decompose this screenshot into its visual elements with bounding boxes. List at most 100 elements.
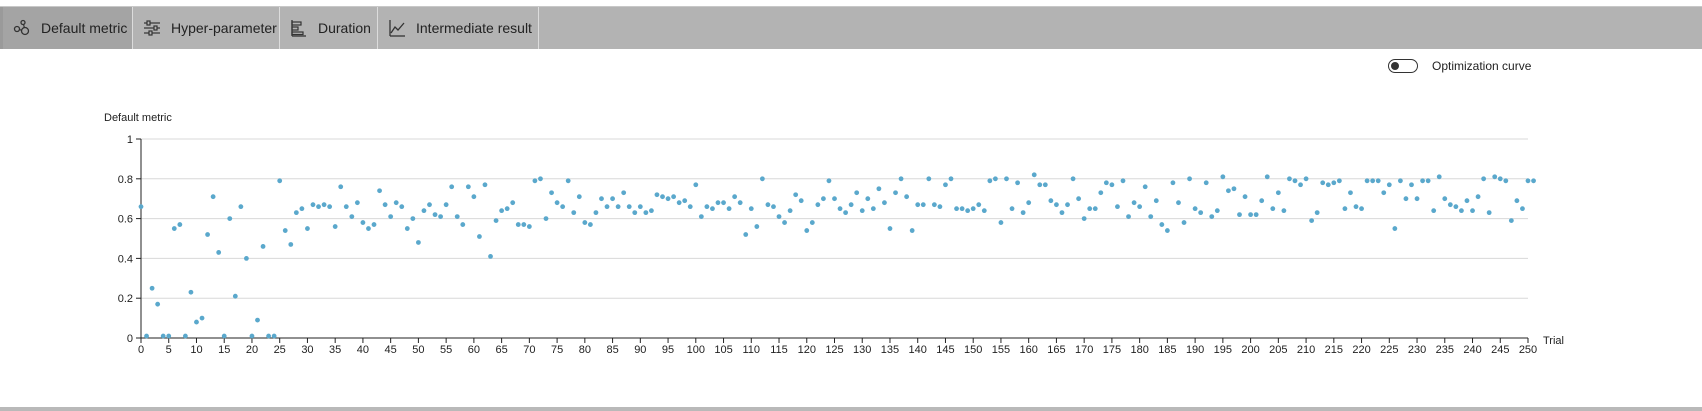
optimization-curve-toggle[interactable] bbox=[1388, 59, 1418, 73]
data-point[interactable] bbox=[227, 216, 233, 221]
data-point[interactable] bbox=[687, 204, 693, 210]
data-point[interactable] bbox=[421, 208, 427, 214]
data-point[interactable] bbox=[316, 204, 321, 210]
data-point[interactable] bbox=[388, 214, 394, 220]
data-point[interactable] bbox=[1497, 176, 1503, 182]
data-point[interactable] bbox=[1453, 204, 1459, 210]
data-point[interactable] bbox=[1525, 178, 1531, 184]
data-point[interactable] bbox=[632, 210, 638, 216]
data-point[interactable] bbox=[1520, 206, 1525, 212]
data-point[interactable] bbox=[915, 202, 921, 208]
data-point[interactable] bbox=[904, 194, 910, 200]
data-point[interactable] bbox=[382, 202, 388, 208]
data-point[interactable] bbox=[1226, 188, 1231, 194]
data-point[interactable] bbox=[1475, 194, 1481, 200]
data-point[interactable] bbox=[576, 194, 582, 200]
data-point[interactable] bbox=[538, 176, 543, 182]
data-point[interactable] bbox=[1364, 178, 1370, 184]
data-point[interactable] bbox=[1298, 182, 1303, 188]
data-point[interactable] bbox=[1103, 180, 1109, 186]
data-point[interactable] bbox=[1042, 182, 1048, 188]
data-point[interactable] bbox=[1092, 206, 1098, 212]
data-point[interactable] bbox=[565, 178, 571, 184]
data-point[interactable] bbox=[199, 315, 205, 321]
data-point[interactable] bbox=[698, 214, 704, 220]
data-point[interactable] bbox=[626, 204, 632, 210]
data-point[interactable] bbox=[615, 204, 621, 210]
data-point[interactable] bbox=[1153, 198, 1159, 204]
data-point[interactable] bbox=[859, 208, 865, 214]
data-point[interactable] bbox=[504, 206, 510, 212]
data-point[interactable] bbox=[1353, 204, 1359, 210]
data-point[interactable] bbox=[1314, 210, 1320, 216]
data-point[interactable] bbox=[1214, 208, 1220, 214]
data-point[interactable] bbox=[743, 232, 749, 237]
data-point[interactable] bbox=[1431, 208, 1437, 214]
data-point[interactable] bbox=[1231, 186, 1237, 192]
data-point[interactable] bbox=[909, 228, 915, 233]
data-point[interactable] bbox=[1481, 176, 1487, 182]
data-point[interactable] bbox=[354, 200, 360, 206]
data-point[interactable] bbox=[931, 202, 937, 208]
data-point[interactable] bbox=[1115, 204, 1120, 210]
data-point[interactable] bbox=[1176, 200, 1181, 206]
data-point[interactable] bbox=[288, 242, 294, 247]
data-point[interactable] bbox=[1436, 174, 1442, 180]
data-point[interactable] bbox=[1076, 196, 1082, 202]
data-point[interactable] bbox=[1026, 200, 1032, 206]
data-point[interactable] bbox=[771, 204, 776, 210]
data-point[interactable] bbox=[1386, 182, 1392, 188]
data-point[interactable] bbox=[443, 202, 449, 208]
data-point[interactable] bbox=[371, 222, 377, 227]
data-point[interactable] bbox=[182, 333, 188, 339]
data-point[interactable] bbox=[1459, 208, 1464, 214]
data-point[interactable] bbox=[1159, 222, 1165, 227]
data-point[interactable] bbox=[998, 220, 1004, 225]
data-point[interactable] bbox=[1287, 176, 1292, 182]
data-point[interactable] bbox=[1270, 206, 1276, 212]
data-point[interactable] bbox=[404, 226, 410, 231]
data-point[interactable] bbox=[782, 220, 787, 225]
data-point[interactable] bbox=[216, 250, 222, 255]
data-point[interactable] bbox=[654, 192, 660, 198]
data-point[interactable] bbox=[865, 196, 871, 202]
data-point[interactable] bbox=[643, 210, 649, 216]
data-point[interactable] bbox=[1403, 196, 1409, 202]
data-point[interactable] bbox=[1192, 206, 1198, 212]
data-point[interactable] bbox=[1336, 178, 1342, 184]
data-point[interactable] bbox=[1375, 178, 1381, 184]
data-point[interactable] bbox=[882, 200, 887, 206]
data-point[interactable] bbox=[155, 301, 161, 307]
data-point[interactable] bbox=[1148, 214, 1154, 220]
data-point[interactable] bbox=[493, 218, 499, 223]
data-point[interactable] bbox=[920, 202, 926, 208]
data-point[interactable] bbox=[1464, 198, 1470, 204]
data-point[interactable] bbox=[1397, 178, 1403, 184]
data-point[interactable] bbox=[1470, 208, 1475, 214]
data-point[interactable] bbox=[1259, 198, 1265, 204]
data-point[interactable] bbox=[160, 333, 166, 339]
data-point[interactable] bbox=[271, 333, 277, 339]
data-point[interactable] bbox=[416, 240, 421, 245]
data-point[interactable] bbox=[377, 188, 382, 194]
data-point[interactable] bbox=[587, 222, 593, 227]
data-point[interactable] bbox=[549, 190, 554, 196]
data-point[interactable] bbox=[515, 222, 521, 227]
data-point[interactable] bbox=[1275, 190, 1281, 196]
data-point[interactable] bbox=[499, 208, 505, 214]
data-point[interactable] bbox=[366, 226, 371, 231]
data-point[interactable] bbox=[244, 256, 249, 261]
data-point[interactable] bbox=[510, 200, 516, 206]
data-point[interactable] bbox=[893, 190, 898, 196]
data-point[interactable] bbox=[1264, 174, 1270, 180]
data-point[interactable] bbox=[1137, 204, 1143, 210]
data-point[interactable] bbox=[1031, 172, 1037, 178]
data-point[interactable] bbox=[144, 333, 149, 339]
data-point[interactable] bbox=[188, 289, 194, 295]
data-point[interactable] bbox=[1531, 178, 1536, 184]
data-point[interactable] bbox=[876, 186, 882, 192]
data-point[interactable] bbox=[815, 202, 821, 208]
data-point[interactable] bbox=[1098, 190, 1104, 196]
data-point[interactable] bbox=[704, 204, 710, 210]
data-point[interactable] bbox=[332, 224, 338, 229]
